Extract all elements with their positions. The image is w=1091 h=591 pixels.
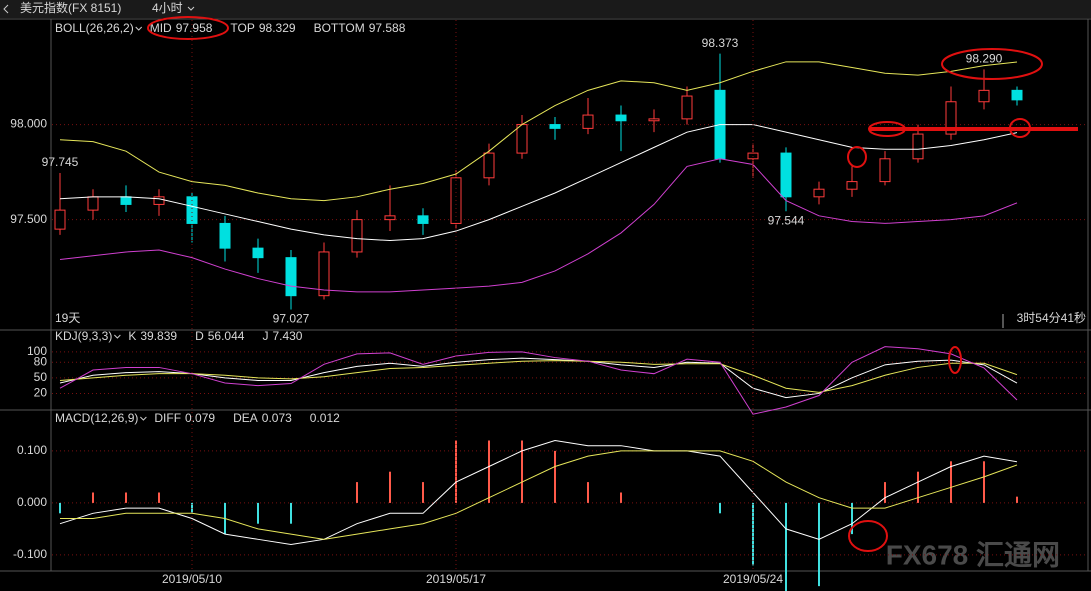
candle-body bbox=[549, 124, 561, 129]
legend-name: MID bbox=[150, 21, 172, 35]
indicator-chevron bbox=[135, 26, 143, 31]
legend-value: 0.012 bbox=[310, 411, 340, 425]
legend-value: 7.430 bbox=[272, 329, 302, 343]
highlight bbox=[847, 146, 867, 168]
candle-body bbox=[747, 152, 759, 160]
highlight bbox=[147, 16, 229, 40]
legend-name: J bbox=[262, 329, 268, 343]
indicator-label: BOLL(26,26,2) bbox=[55, 21, 134, 35]
series-line bbox=[59, 357, 1018, 399]
candle-body bbox=[681, 95, 693, 120]
legend-value: 39.839 bbox=[140, 329, 177, 343]
y-tick-label: 20 bbox=[34, 386, 48, 400]
symbol: 美元指数(FX 8151) bbox=[20, 0, 121, 15]
y-tick-label: 0.100 bbox=[17, 443, 47, 457]
extreme-label: 98.290 bbox=[966, 52, 1003, 66]
extreme-label: 97.745 bbox=[42, 155, 79, 169]
period-chevron[interactable] bbox=[187, 6, 195, 11]
legend-value: 97.958 bbox=[176, 21, 213, 35]
candle-body bbox=[285, 257, 297, 297]
highlight bbox=[1009, 118, 1031, 138]
period[interactable]: 4小时 bbox=[152, 1, 183, 15]
x-tick-label: 2019/05/10 bbox=[162, 572, 222, 586]
candle-body bbox=[252, 247, 264, 259]
y-tick-label: 50 bbox=[34, 370, 48, 384]
highlight bbox=[941, 48, 1043, 80]
candle-body bbox=[615, 114, 627, 122]
y-tick-label: 98.000 bbox=[10, 117, 47, 131]
series-line bbox=[60, 450, 1018, 540]
candle-body bbox=[846, 181, 858, 190]
legend-name: BOTTOM bbox=[314, 21, 365, 35]
candle-body bbox=[945, 101, 957, 135]
footer-left: 19天 bbox=[55, 311, 80, 325]
candle-body bbox=[879, 158, 891, 183]
y-tick-label: 97.500 bbox=[10, 212, 47, 226]
candle-body bbox=[54, 209, 66, 230]
series-line bbox=[59, 346, 1018, 415]
candle-body bbox=[351, 219, 363, 253]
candle-body bbox=[516, 124, 528, 154]
indicator-chevron bbox=[140, 416, 147, 421]
y-tick-label: 100 bbox=[27, 344, 47, 358]
legend-name: TOP bbox=[230, 21, 254, 35]
candle-body bbox=[318, 251, 330, 297]
x-tick-label: 2019/05/24 bbox=[723, 572, 783, 586]
extreme-label: 98.373 bbox=[702, 36, 739, 50]
highlight bbox=[868, 121, 906, 137]
candle-body bbox=[87, 196, 99, 211]
legend-value: 97.588 bbox=[369, 21, 406, 35]
candle-body bbox=[780, 152, 792, 198]
legend-value: 56.044 bbox=[208, 329, 245, 343]
y-tick-label: 80 bbox=[34, 354, 48, 368]
legend-name: D bbox=[195, 329, 204, 343]
legend-name: DIFF bbox=[154, 411, 181, 425]
legend-name: DEA bbox=[233, 411, 258, 425]
back-icon[interactable] bbox=[3, 4, 9, 14]
candle-body bbox=[120, 196, 132, 205]
y-tick-label: 0.000 bbox=[17, 495, 47, 509]
candle-body bbox=[219, 222, 231, 249]
extreme-label: 97.544 bbox=[768, 213, 805, 227]
series-line bbox=[59, 439, 1018, 546]
candle-body bbox=[417, 215, 429, 224]
candle-body bbox=[384, 215, 396, 221]
candle-body bbox=[153, 196, 165, 205]
extreme-label: 97.027 bbox=[273, 312, 310, 326]
candle-body bbox=[1011, 89, 1023, 101]
legend-name: K bbox=[128, 329, 136, 343]
header-bar bbox=[0, 0, 1091, 18]
legend-value: 98.329 bbox=[259, 21, 296, 35]
y-tick-label: -0.100 bbox=[13, 547, 47, 561]
candle-body bbox=[648, 118, 660, 122]
series-line bbox=[59, 158, 1018, 293]
highlight bbox=[848, 520, 888, 552]
candle-body bbox=[912, 133, 924, 160]
indicator-label: KDJ(9,3,3) bbox=[55, 329, 112, 343]
candle-body bbox=[582, 114, 594, 129]
series-line bbox=[59, 61, 1018, 202]
candle-body bbox=[978, 89, 990, 103]
x-tick-label: 2019/05/17 bbox=[426, 572, 486, 586]
marks: 97.500 98.000 BOLL(26,26,2) MID 97.958 TOP 98.… bbox=[10, 20, 1087, 591]
series-line bbox=[59, 360, 1018, 393]
footer-right: 3时54分41秒 bbox=[1017, 311, 1086, 325]
candle-body bbox=[813, 188, 825, 198]
legend-value: 0.079 bbox=[185, 411, 215, 425]
legend-value: 0.073 bbox=[262, 411, 292, 425]
indicator-chevron bbox=[114, 334, 121, 339]
candle-body bbox=[483, 152, 495, 179]
indicator-label: MACD(12,26,9) bbox=[55, 411, 138, 425]
highlight bbox=[948, 346, 962, 374]
